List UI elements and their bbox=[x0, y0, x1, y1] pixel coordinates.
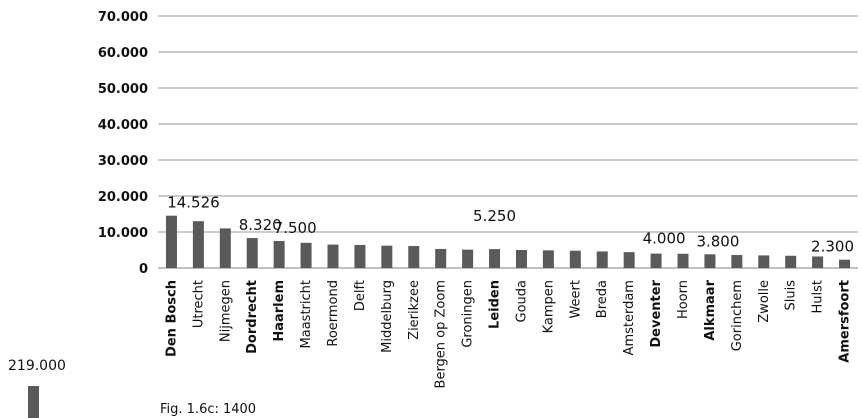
bar bbox=[327, 244, 339, 268]
y-tick-label: 50.000 bbox=[98, 82, 148, 97]
category-label: Delft bbox=[353, 280, 368, 311]
bar bbox=[596, 251, 608, 268]
bar bbox=[758, 255, 770, 268]
data-label: 3.800 bbox=[696, 232, 739, 250]
category-label: Maastricht bbox=[299, 280, 314, 348]
category-label: Zwolle bbox=[757, 280, 772, 323]
bars bbox=[165, 215, 851, 268]
bar bbox=[785, 255, 797, 268]
gridlines bbox=[158, 15, 858, 269]
category-label: Amsterdam bbox=[622, 280, 637, 355]
bar bbox=[542, 250, 554, 268]
category-label: Haarlem bbox=[272, 280, 287, 342]
category-label: Kampen bbox=[541, 280, 556, 333]
y-tick-label: 0 bbox=[139, 262, 148, 277]
outlier-value-label: 219.000 bbox=[8, 358, 66, 374]
bar bbox=[300, 242, 312, 268]
category-label: Amersfoort bbox=[838, 280, 853, 363]
bar bbox=[273, 241, 285, 268]
category-label: Weert bbox=[568, 280, 583, 319]
bar bbox=[381, 245, 393, 268]
data-label: 14.526 bbox=[167, 194, 220, 212]
data-label: 7.500 bbox=[274, 219, 317, 237]
y-axis-tick-labels: 0 10.000 20.000 30.000 40.000 50.000 60.000 70.… bbox=[98, 10, 148, 277]
outlier-bar bbox=[28, 386, 39, 418]
category-label: Utrecht bbox=[191, 280, 206, 328]
category-label: Den Bosch bbox=[164, 280, 179, 357]
bar bbox=[246, 238, 258, 268]
figure-caption: Fig. 1.6c: 1400 bbox=[160, 402, 257, 417]
category-label: Hoorn bbox=[676, 280, 691, 319]
bar bbox=[623, 252, 635, 268]
bar bbox=[165, 215, 177, 268]
bar bbox=[192, 221, 204, 268]
bar bbox=[219, 228, 231, 268]
category-label: Dordrecht bbox=[245, 280, 260, 354]
x-axis-category-labels: Den Bosch Utrecht Nijmegen Dordrecht Haarlem… bbox=[164, 279, 852, 388]
bar bbox=[812, 256, 824, 268]
y-tick-label: 30.000 bbox=[98, 154, 148, 169]
category-label: Middelburg bbox=[380, 280, 395, 353]
bar bbox=[462, 249, 474, 268]
bar bbox=[839, 259, 851, 268]
y-tick-label: 20.000 bbox=[98, 190, 148, 205]
bar bbox=[677, 253, 689, 268]
bar bbox=[408, 246, 420, 268]
category-label: Hulst bbox=[811, 280, 826, 314]
y-tick-label: 10.000 bbox=[98, 226, 148, 241]
bar bbox=[354, 244, 366, 268]
bar bbox=[435, 248, 447, 268]
bar bbox=[704, 254, 716, 268]
data-label: 4.000 bbox=[643, 230, 686, 248]
category-label: Bergen op Zoom bbox=[434, 280, 449, 388]
bar bbox=[489, 249, 501, 268]
data-label: 2.300 bbox=[811, 238, 854, 256]
bar bbox=[515, 250, 527, 268]
category-label: Gorinchem bbox=[730, 280, 745, 351]
category-label: Gouda bbox=[514, 280, 529, 323]
category-label: Leiden bbox=[488, 280, 503, 329]
data-label: 5.250 bbox=[473, 207, 516, 225]
category-label: Deventer bbox=[649, 279, 664, 347]
category-label: Breda bbox=[595, 280, 610, 318]
category-label: Zierikzee bbox=[407, 280, 422, 340]
category-label: Roermond bbox=[326, 280, 341, 347]
category-label: Groningen bbox=[461, 280, 476, 348]
y-tick-label: 40.000 bbox=[98, 118, 148, 133]
bar bbox=[731, 255, 743, 268]
category-label: Alkmaar bbox=[703, 279, 718, 340]
data-label: 8.320 bbox=[239, 216, 282, 234]
category-label: Sluis bbox=[784, 280, 799, 311]
bar bbox=[569, 250, 581, 268]
y-tick-label: 70.000 bbox=[98, 10, 148, 25]
y-tick-label: 60.000 bbox=[98, 46, 148, 61]
category-label: Nijmegen bbox=[218, 280, 233, 342]
bar bbox=[650, 253, 662, 268]
